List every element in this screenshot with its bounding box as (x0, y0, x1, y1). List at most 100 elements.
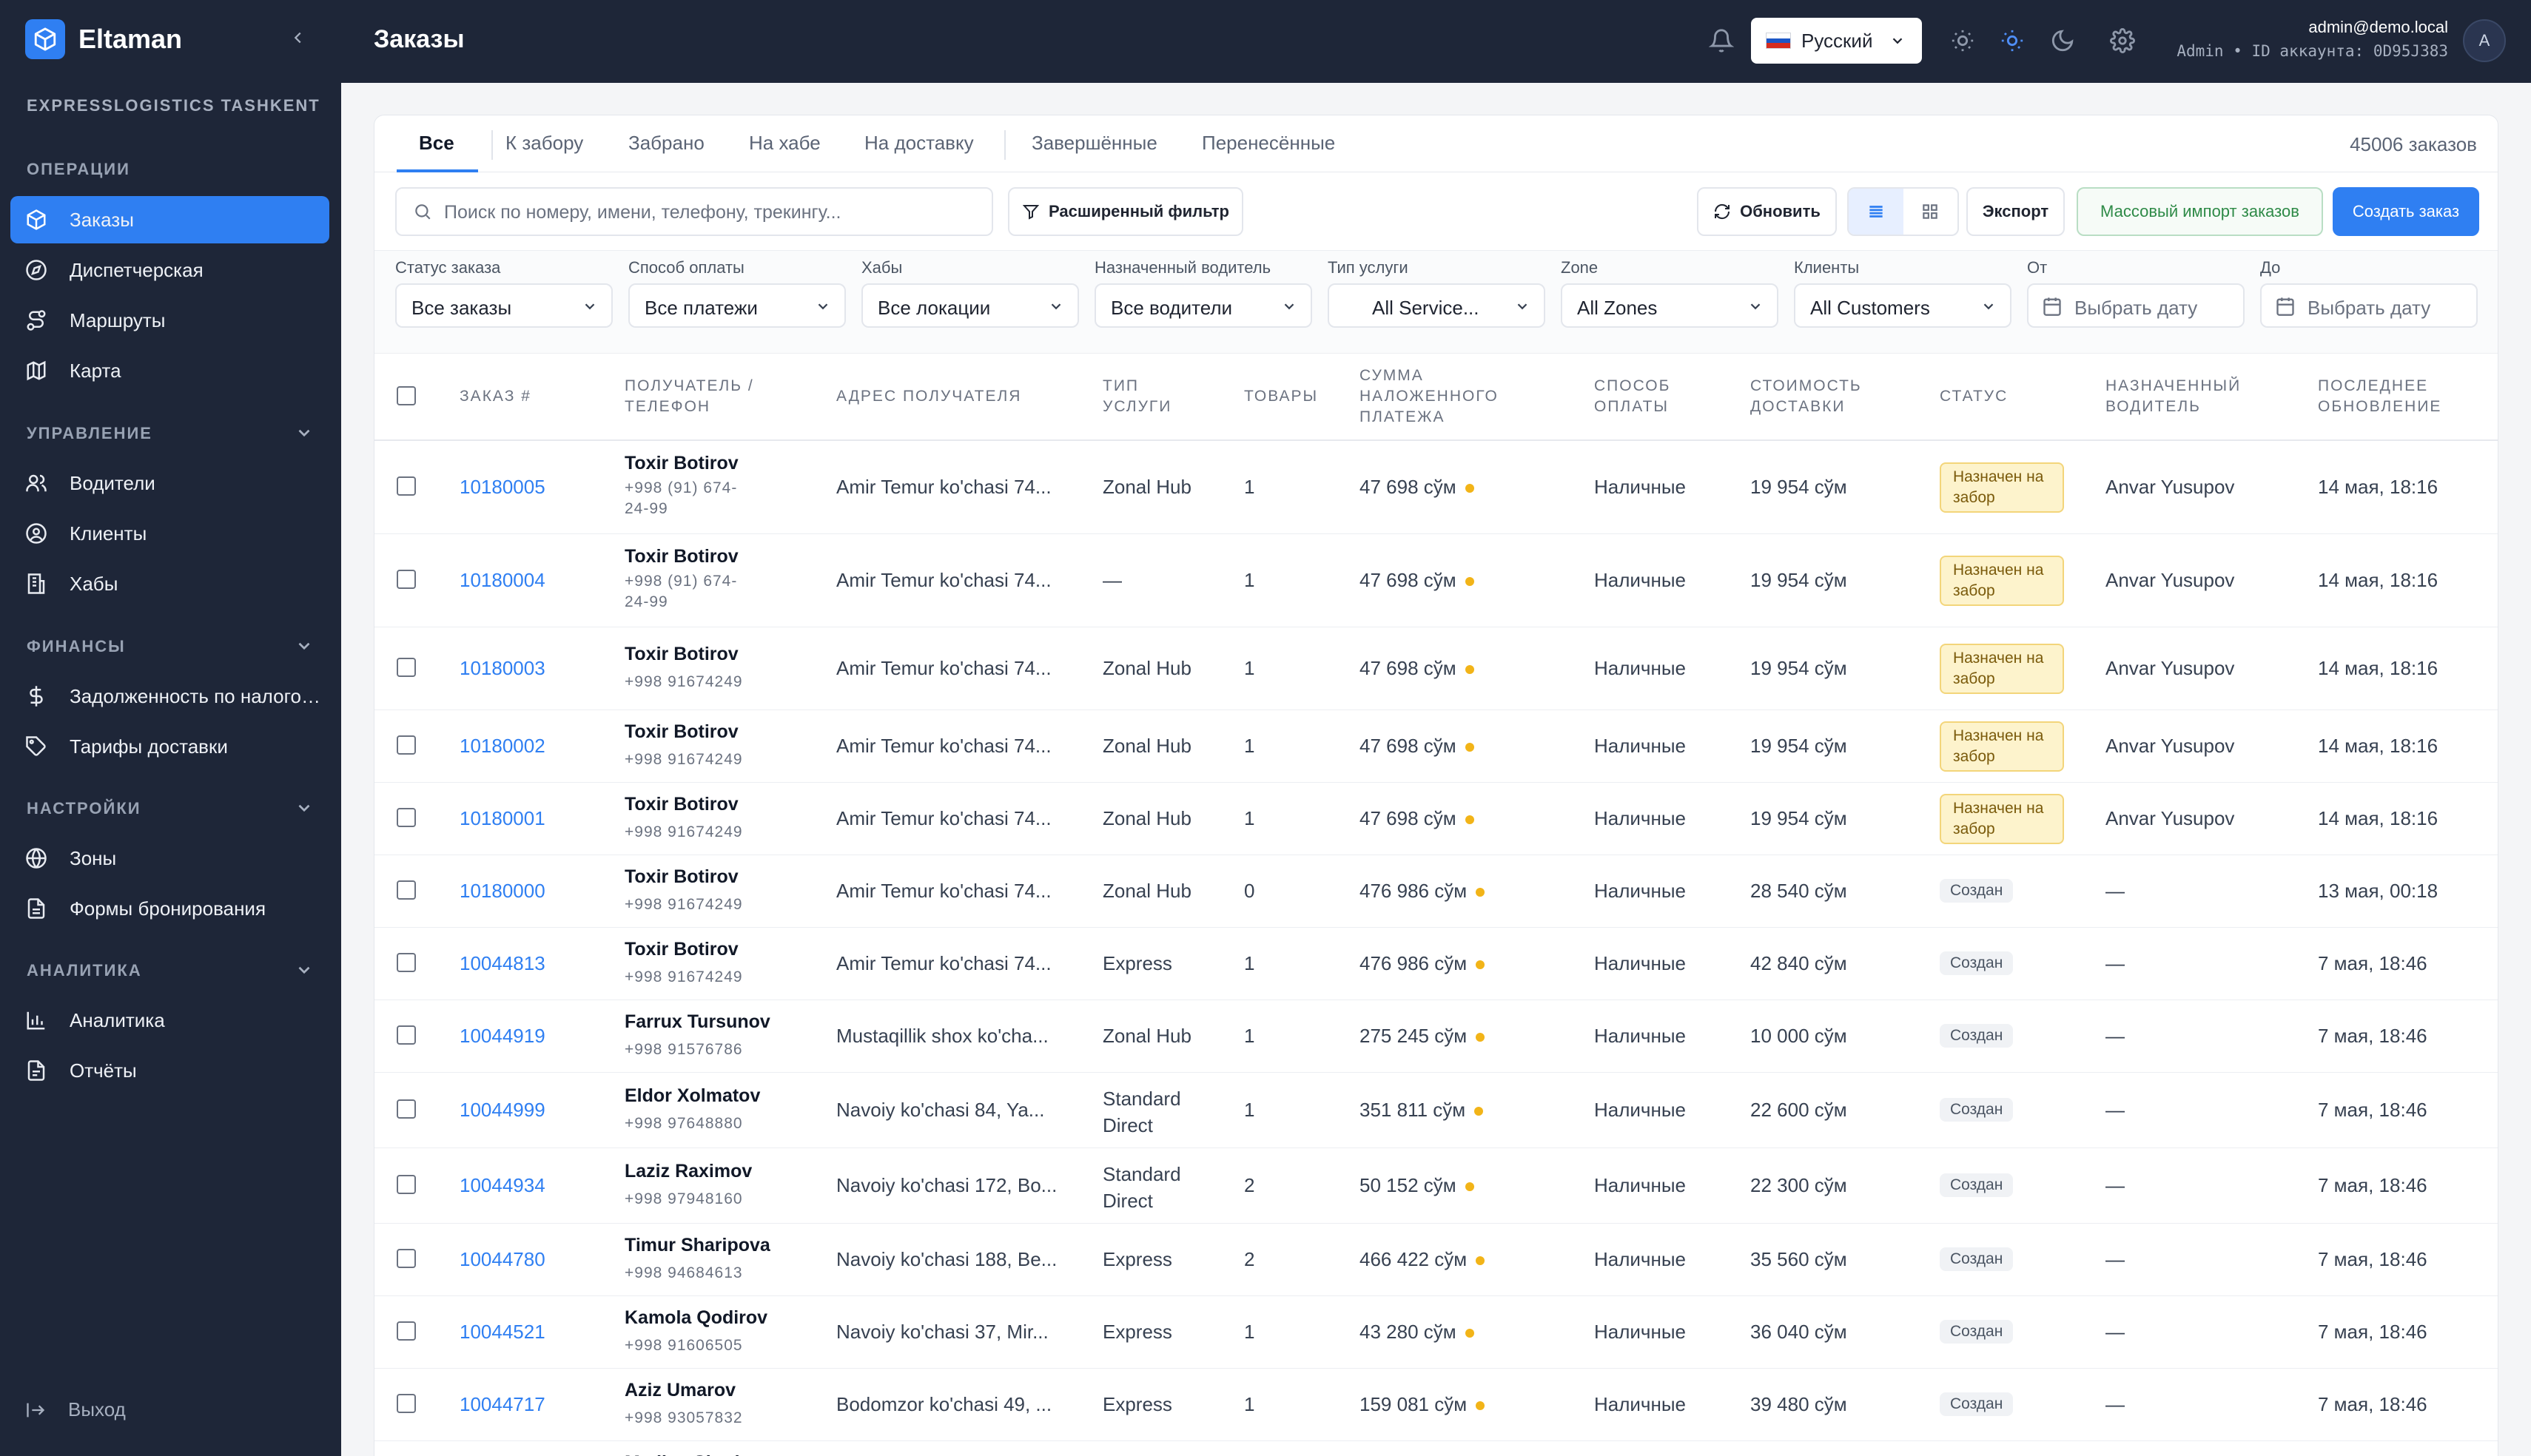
order-status-select[interactable]: Все заказы (395, 283, 613, 328)
row-checkbox[interactable] (397, 880, 416, 900)
column-header[interactable]: СТАТУС (1940, 388, 2009, 405)
table-row[interactable]: 10044919 Farrux Tursunov +998 91576786 Must… (374, 1000, 2498, 1073)
theme-auto-icon[interactable] (2000, 28, 2025, 53)
logout-button[interactable]: Выход (25, 1398, 126, 1421)
refresh-button[interactable]: Обновить (1697, 187, 1837, 236)
column-header[interactable]: ПОЛУЧАТЕЛЬ / ТЕЛЕФОН (625, 377, 754, 415)
column-header[interactable]: СПОСОБ ОПЛАТЫ (1594, 377, 1671, 415)
sidebar-item-reports[interactable]: Отчёты (10, 1047, 329, 1094)
sidebar-item-drivers[interactable]: Водители (10, 459, 329, 507)
grid-view-button[interactable] (1903, 189, 1958, 235)
brand[interactable]: Eltaman (25, 19, 182, 59)
list-view-button[interactable] (1849, 189, 1903, 235)
column-header[interactable]: АДРЕС ПОЛУЧАТЕЛЯ (836, 388, 1022, 405)
hubs-select[interactable]: Все локации (861, 283, 1079, 328)
gear-icon[interactable] (2110, 28, 2135, 53)
order-id-link[interactable]: 10180005 (460, 476, 545, 498)
column-header[interactable]: ПОСЛЕДНЕЕ ОБНОВЛЕНИЕ (2318, 377, 2442, 415)
tab-at-hub[interactable]: На хабе (749, 132, 821, 154)
chevron-down-icon[interactable] (295, 423, 314, 442)
tab-picked-up[interactable]: Забрано (628, 132, 705, 154)
order-id-link[interactable]: 10180002 (460, 735, 545, 757)
chevron-down-icon[interactable] (295, 798, 314, 818)
table-row[interactable]: 10044934 Laziz Raximov +998 97948160 Navoiy… (374, 1148, 2498, 1224)
row-checkbox[interactable] (397, 953, 416, 972)
sidebar-item-booking-forms[interactable]: Формы бронирования (10, 885, 329, 932)
table-row[interactable]: 10180003 Toxir Botirov +998 91674249 Amir T… (374, 627, 2498, 710)
row-checkbox[interactable] (397, 658, 416, 677)
row-checkbox[interactable] (397, 808, 416, 827)
order-id-link[interactable]: 10180000 (460, 880, 545, 902)
bell-icon[interactable] (1709, 28, 1734, 53)
sidebar-item-orders[interactable]: Заказы (10, 196, 329, 243)
select-all-checkbox[interactable] (397, 386, 416, 405)
table-row[interactable]: 10044717 Aziz Umarov +998 93057832 Bodomzor… (374, 1369, 2498, 1441)
table-row[interactable]: 10044780 Timur Sharipova +998 94684613 Navo… (374, 1224, 2498, 1296)
order-id-link[interactable]: 10044919 (460, 1025, 545, 1047)
row-checkbox[interactable] (397, 570, 416, 589)
zone-select[interactable]: All Zones (1561, 283, 1778, 328)
moon-icon[interactable] (2050, 28, 2075, 53)
language-select[interactable]: Русский (1751, 18, 1922, 64)
tab-rescheduled[interactable]: Перенесённые (1202, 132, 1336, 154)
sidebar-item-clients[interactable]: Клиенты (10, 510, 329, 557)
table-row[interactable]: 10180004 Toxir Botirov +998 (91) 674-24-99… (374, 534, 2498, 627)
payment-method-select[interactable]: Все платежи (628, 283, 846, 328)
row-checkbox[interactable] (397, 735, 416, 755)
sidebar-item-analytics[interactable]: Аналитика (10, 997, 329, 1044)
export-button[interactable]: Экспорт (1966, 187, 2065, 236)
column-header[interactable]: ТИП УСЛУГИ (1103, 377, 1172, 415)
order-id-link[interactable]: 10180003 (460, 657, 545, 679)
row-checkbox[interactable] (397, 1099, 416, 1119)
table-row[interactable]: 10044521 Kamola Qodirov +998 91606505 Navoi… (374, 1296, 2498, 1369)
sidebar-item-map[interactable]: Карта (10, 347, 329, 394)
search-box[interactable] (395, 187, 993, 236)
advanced-filter-button[interactable]: Расширенный фильтр (1008, 187, 1243, 236)
column-header[interactable]: НАЗНАЧЕННЫЙ ВОДИТЕЛЬ (2105, 377, 2242, 415)
row-checkbox[interactable] (397, 476, 416, 496)
column-header[interactable]: СУММА НАЛОЖЕННОГО ПЛАТЕЖА (1359, 367, 1499, 425)
tab-out-for-delivery[interactable]: На доставку (864, 132, 974, 154)
sidebar-item-routes[interactable]: Маршруты (10, 297, 329, 344)
table-row[interactable]: 10180001 Toxir Botirov +998 91674249 Amir T… (374, 783, 2498, 855)
table-row[interactable]: 10044813 Toxir Botirov +998 91674249 Amir T… (374, 928, 2498, 1000)
order-id-link[interactable]: 10044780 (460, 1248, 545, 1270)
sidebar-item-debt[interactable]: Задолженность по налоговым (10, 673, 329, 720)
tab-all[interactable]: Все (419, 132, 454, 154)
order-id-link[interactable]: 10180001 (460, 807, 545, 829)
sidebar-item-dispatch[interactable]: Диспетчерская (10, 246, 329, 294)
table-row[interactable]: 10180002 Toxir Botirov +998 91674249 Amir T… (374, 710, 2498, 783)
column-header[interactable]: ТОВАРЫ (1244, 388, 1319, 405)
row-checkbox[interactable] (397, 1321, 416, 1341)
chevron-down-icon[interactable] (295, 636, 314, 655)
create-order-button[interactable]: Создать заказ (2333, 187, 2479, 236)
row-checkbox[interactable] (397, 1394, 416, 1413)
avatar[interactable]: A (2463, 19, 2506, 62)
tab-completed[interactable]: Завершённые (1032, 132, 1157, 154)
column-header[interactable]: СТОИМОСТЬ ДОСТАВКИ (1750, 377, 1862, 415)
table-row[interactable]: Madina Sharipova (374, 1441, 2498, 1456)
row-checkbox[interactable] (397, 1025, 416, 1045)
tab-to-pickup[interactable]: К забору (505, 132, 584, 154)
table-row[interactable]: 10180005 Toxir Botirov +998 (91) 674-24-99… (374, 441, 2498, 534)
order-id-link[interactable]: 10044521 (460, 1321, 545, 1343)
sun-icon[interactable] (1950, 28, 1975, 53)
date-to-picker[interactable]: Выбрать дату (2260, 283, 2478, 328)
search-input[interactable] (444, 198, 977, 227)
sidebar-item-hubs[interactable]: Хабы (10, 560, 329, 607)
chevron-down-icon[interactable] (295, 960, 314, 980)
order-id-link[interactable]: 10044999 (460, 1099, 545, 1121)
table-row[interactable]: 10180000 Toxir Botirov +998 91674249 Amir T… (374, 855, 2498, 928)
collapse-sidebar-icon[interactable] (287, 27, 309, 49)
order-id-link[interactable]: 10044934 (460, 1174, 545, 1196)
date-from-picker[interactable]: Выбрать дату (2027, 283, 2245, 328)
row-checkbox[interactable] (397, 1175, 416, 1194)
driver-select[interactable]: Все водители (1095, 283, 1312, 328)
row-checkbox[interactable] (397, 1249, 416, 1268)
table-row[interactable]: 10044999 Eldor Xolmatov +998 97648880 Navoi… (374, 1073, 2498, 1148)
service-type-select[interactable]: All Service... (1328, 283, 1545, 328)
sidebar-item-zones[interactable]: Зоны (10, 835, 329, 882)
column-header[interactable]: ЗАКАЗ # (460, 388, 531, 405)
order-id-link[interactable]: 10044813 (460, 952, 545, 974)
clients-select[interactable]: All Customers (1794, 283, 2011, 328)
